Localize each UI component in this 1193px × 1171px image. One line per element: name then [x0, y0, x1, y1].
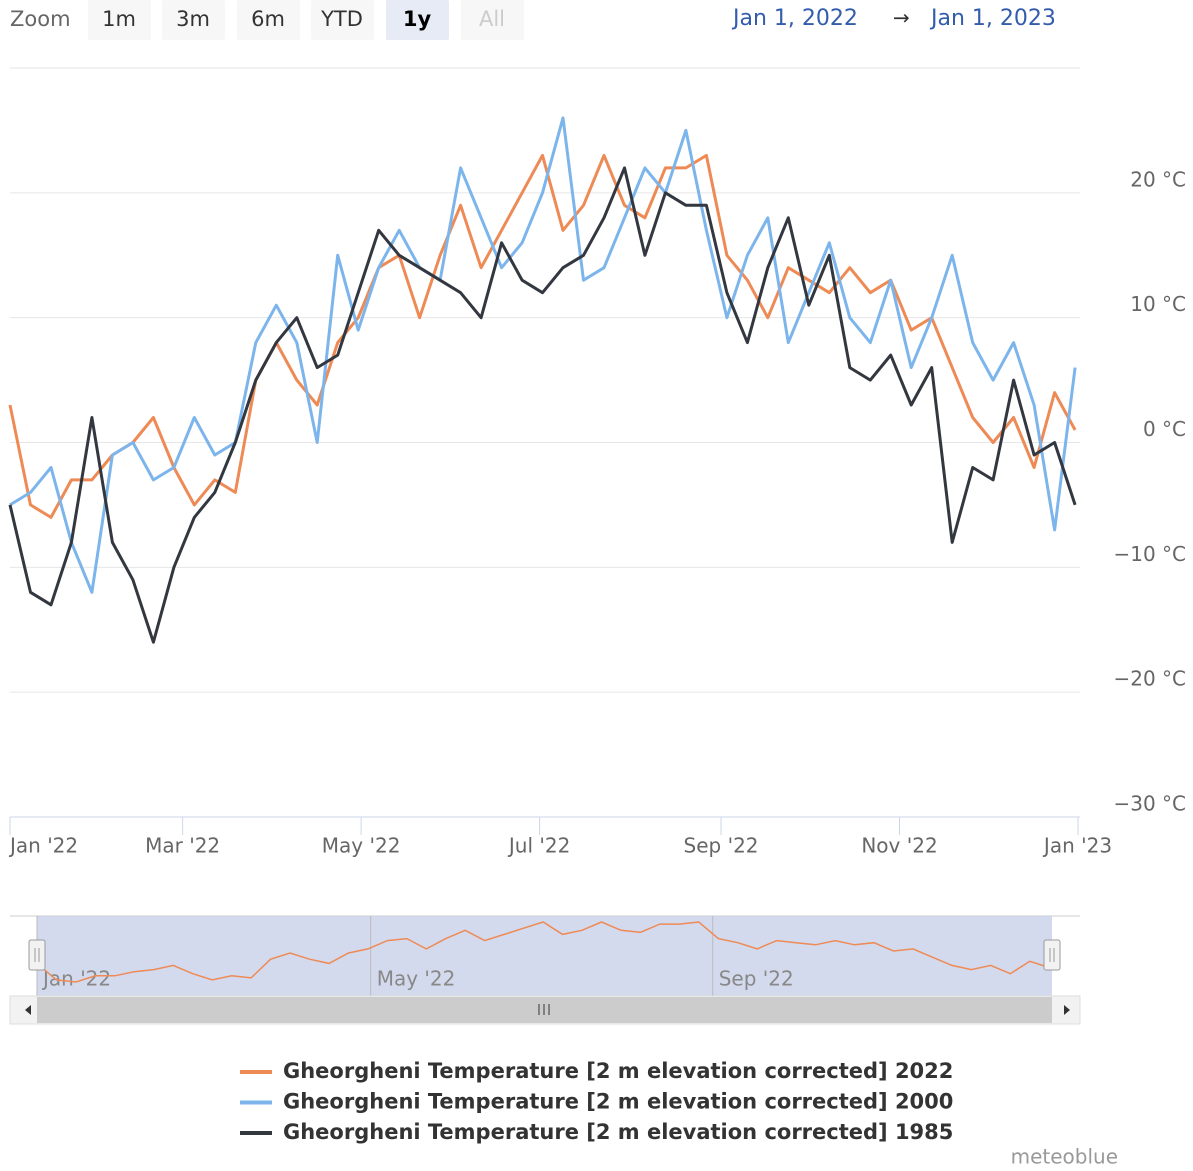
x-tick-label: Sep '22 [684, 834, 759, 858]
navigator-handle[interactable] [1043, 939, 1061, 971]
y-tick-label: 10 °C [1130, 292, 1186, 316]
x-tick-label: Jan '23 [1042, 834, 1112, 858]
navigator-tick-label: May '22 [377, 967, 456, 991]
legend-label[interactable]: Gheorgheni Temperature [2 m elevation co… [283, 1090, 953, 1114]
x-tick-label: Mar '22 [145, 834, 220, 858]
scroll-left-arrow[interactable] [25, 1005, 31, 1015]
navigator-handle[interactable] [28, 939, 46, 971]
x-tick-label: Jul '22 [507, 834, 570, 858]
zoom-button[interactable] [311, 0, 374, 40]
series-line [8, 153, 1077, 519]
zoom-button-label[interactable]: 6m [251, 7, 285, 31]
x-tick-label: Nov '22 [861, 834, 937, 858]
zoom-button[interactable] [237, 0, 300, 40]
y-tick-label: −20 °C [1113, 667, 1186, 691]
y-tick-label: 20 °C [1130, 167, 1186, 191]
navigator: Jan '22 May '22 Sep '22 [36, 916, 1050, 996]
zoom-button[interactable] [162, 0, 225, 40]
series-line [9, 116, 1077, 594]
x-tick-label: May '22 [322, 834, 401, 858]
navigator-tick-label: Sep '22 [719, 967, 794, 991]
navigator-series [36, 921, 1050, 983]
credit[interactable]: meteoblue [1011, 1145, 1118, 1169]
legend-label[interactable]: Gheorgheni Temperature [2 m elevation co… [283, 1120, 953, 1144]
navigator-mask [37, 916, 1052, 996]
zoom-button-label: All [479, 7, 505, 31]
zoom-label: Zoom [10, 7, 71, 31]
y-tick-label: −10 °C [1113, 542, 1186, 566]
x-tick-label: Jan '22 [8, 834, 78, 858]
zoom-button [461, 0, 524, 40]
zoom-buttons: 1m 3m 6m YTD 1y All [88, 0, 524, 40]
y-tick-label: 0 °C [1143, 417, 1186, 441]
zoom-button-label[interactable]: 1y [403, 7, 432, 31]
range-arrow: → [893, 6, 910, 30]
y-tick-label: −30 °C [1113, 792, 1186, 816]
zoom-button[interactable] [386, 0, 449, 40]
range-to[interactable]: Jan 1, 2023 [929, 6, 1056, 31]
series-line [8, 166, 1077, 644]
navigator-tick-label: Jan '22 [41, 967, 111, 991]
scroll-right-arrow[interactable] [1064, 1005, 1070, 1015]
zoom-button-label[interactable]: 3m [176, 7, 210, 31]
range-from[interactable]: Jan 1, 2022 [731, 6, 858, 31]
zoom-button-label[interactable]: YTD [320, 7, 363, 31]
zoom-button[interactable] [88, 0, 151, 40]
zoom-button-label[interactable]: 1m [102, 7, 136, 31]
legend-label[interactable]: Gheorgheni Temperature [2 m elevation co… [283, 1059, 953, 1083]
